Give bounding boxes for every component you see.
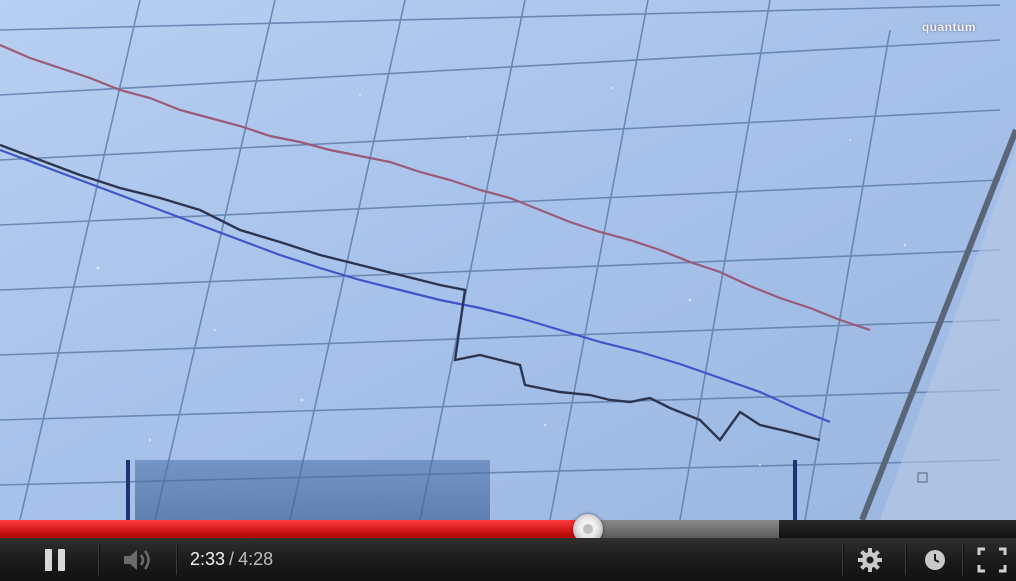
video-chart-scene bbox=[0, 0, 1016, 520]
monitor-bezel bbox=[880, 150, 1016, 520]
volume-button[interactable] bbox=[112, 538, 164, 581]
current-time: 2:33 bbox=[190, 549, 226, 569]
time-separator: / bbox=[229, 549, 235, 569]
watch-later-button[interactable] bbox=[915, 538, 955, 581]
marker-left bbox=[126, 460, 130, 520]
trace-red bbox=[0, 43, 871, 332]
fullscreen-button[interactable] bbox=[970, 538, 1014, 581]
gear-icon bbox=[858, 547, 882, 572]
progress-bar[interactable] bbox=[0, 514, 1016, 544]
monitor-edge bbox=[859, 128, 1016, 520]
grid-lines bbox=[0, 0, 1001, 520]
time-display: 2:33 / 4:28 bbox=[190, 538, 273, 581]
duration: 4:28 bbox=[238, 549, 274, 569]
volume-icon bbox=[124, 549, 150, 570]
screen-checkbox bbox=[917, 472, 928, 483]
clock-icon bbox=[925, 549, 945, 570]
marker-right bbox=[793, 460, 797, 520]
trace-blue bbox=[0, 148, 831, 424]
pause-button[interactable] bbox=[30, 538, 80, 581]
trace-dark bbox=[0, 143, 821, 442]
overlay-panel bbox=[135, 460, 490, 520]
pause-icon bbox=[42, 548, 68, 571]
progress-played bbox=[0, 520, 588, 538]
video-frame[interactable]: quantum bbox=[0, 0, 1016, 520]
channel-watermark: quantum bbox=[921, 20, 976, 34]
dust-specks bbox=[96, 86, 907, 467]
fullscreen-icon bbox=[977, 547, 1007, 572]
settings-button[interactable] bbox=[848, 538, 892, 581]
control-bar: 2:33 / 4:28 bbox=[0, 538, 1016, 581]
video-background bbox=[0, 0, 1016, 520]
